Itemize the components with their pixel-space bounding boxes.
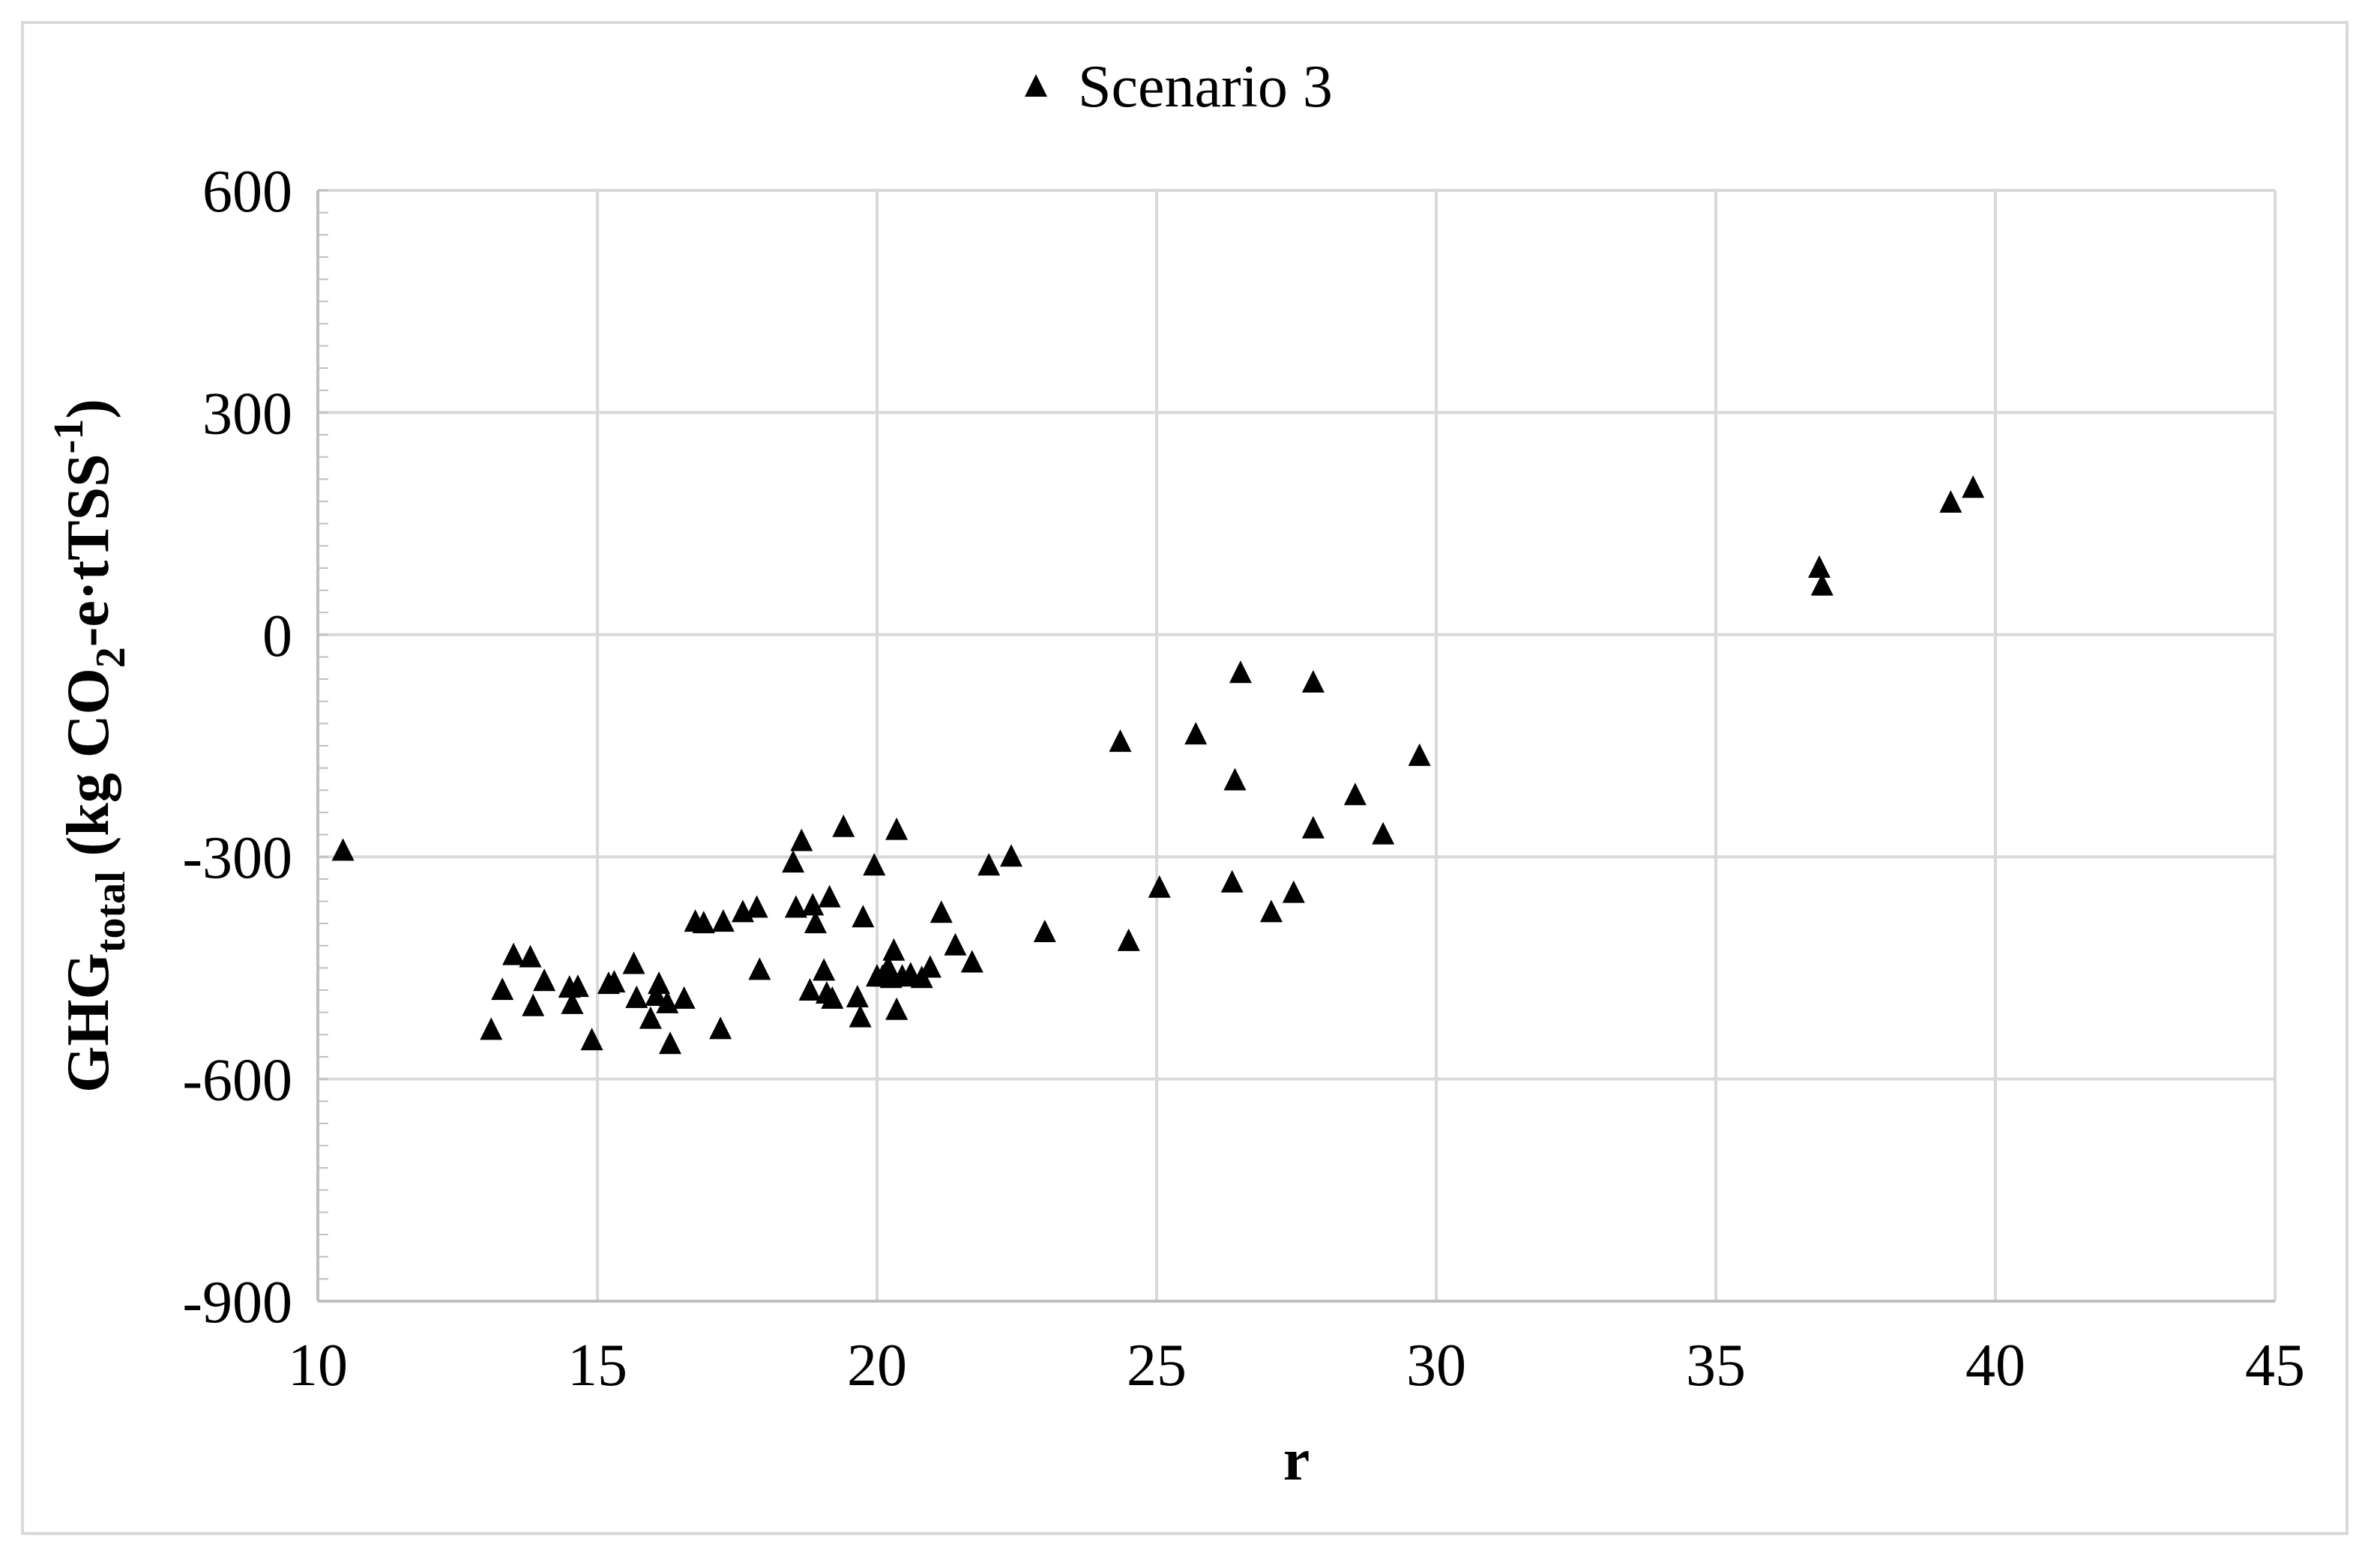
- y-axis-title-subscript: total: [88, 871, 134, 953]
- data-point-triangle: [522, 993, 545, 1016]
- data-point-triangle: [944, 932, 967, 956]
- y-tick-label: -300: [182, 825, 292, 891]
- data-point-triangle: [1301, 670, 1325, 693]
- y-axis-title-unit-suffix: ): [55, 399, 121, 419]
- data-point-triangle: [863, 853, 886, 876]
- x-axis-title: r: [1283, 1427, 1310, 1493]
- data-point-triangle: [502, 942, 525, 965]
- data-point-triangle: [658, 1031, 681, 1055]
- legend-label: Scenario 3: [1078, 54, 1333, 120]
- data-point-triangle: [804, 911, 827, 934]
- y-tick-label: -600: [182, 1048, 292, 1114]
- x-tick-label: 25: [1127, 1333, 1187, 1399]
- data-point-triangle: [849, 1004, 872, 1028]
- data-point-triangle: [1939, 489, 1962, 513]
- data-point-triangle: [1229, 660, 1252, 684]
- data-point-triangle: [603, 970, 626, 993]
- data-point-triangle: [1184, 722, 1208, 745]
- data-point-triangle: [625, 985, 648, 1008]
- data-point-triangle: [1282, 880, 1305, 903]
- data-point-triangle: [1109, 729, 1132, 753]
- data-point-triangle: [846, 984, 869, 1007]
- data-point-triangle: [882, 938, 906, 961]
- x-tick-label: 15: [567, 1333, 627, 1399]
- data-point-triangle: [885, 997, 909, 1020]
- y-tick-label: -900: [182, 1270, 292, 1336]
- data-point-triangle: [1343, 783, 1367, 806]
- grid-layer: [318, 189, 2277, 1301]
- legend-marker-triangle: [1025, 74, 1047, 97]
- data-points: [331, 475, 1985, 1055]
- data-point-triangle: [960, 950, 983, 973]
- x-tick-label: 20: [847, 1333, 907, 1399]
- data-point-triangle: [711, 909, 735, 932]
- data-point-triangle: [672, 986, 696, 1009]
- data-point-triangle: [639, 1006, 662, 1029]
- y-tick-label: 600: [202, 159, 292, 225]
- data-point-triangle: [566, 974, 589, 998]
- data-point-triangle: [709, 1016, 732, 1040]
- data-point-triangle: [491, 977, 514, 1001]
- data-point-triangle: [1223, 768, 1247, 791]
- data-point-triangle: [645, 983, 668, 1006]
- y-tick-label: 0: [262, 603, 292, 669]
- data-point-triangle: [885, 817, 909, 840]
- y-axis-title-unit-superscript: -1: [46, 419, 92, 454]
- data-point-triangle: [692, 911, 715, 934]
- legend: Scenario 3: [1025, 54, 1333, 120]
- y-axis-title-unit-prefix: (kg CO: [55, 668, 121, 871]
- data-point-triangle: [656, 990, 679, 1013]
- data-point-triangle: [519, 944, 542, 968]
- data-point-triangle: [1301, 815, 1325, 839]
- y-tick-label: 300: [202, 381, 292, 447]
- data-point-triangle: [852, 905, 875, 928]
- data-point-triangle: [930, 900, 953, 923]
- data-point-triangle: [648, 971, 671, 995]
- y-axis-title: GHGtotal (kg CO2-e·tTSS-1): [46, 399, 134, 1093]
- data-point-triangle: [798, 978, 822, 1001]
- data-point-triangle: [1810, 573, 1834, 596]
- data-point-triangle: [331, 838, 355, 861]
- data-point-triangle: [561, 991, 584, 1014]
- data-point-triangle: [784, 895, 807, 918]
- data-point-triangle: [813, 958, 836, 981]
- chart-frame: 600 300 0 -300 -600 -900 10 15 20 25 30 35 40 45 Scen…: [21, 21, 2349, 1535]
- data-point-triangle: [748, 957, 771, 980]
- x-tick-label: 45: [2245, 1333, 2305, 1399]
- data-point-triangle: [790, 828, 813, 851]
- data-point-triangle: [782, 850, 805, 873]
- data-point-triangle: [918, 955, 942, 978]
- data-point-triangle: [1808, 555, 1831, 578]
- x-tick-label: 35: [1686, 1333, 1746, 1399]
- data-point-triangle: [1033, 920, 1056, 942]
- data-point-triangle: [832, 814, 855, 837]
- data-point-triangle: [1117, 928, 1140, 951]
- data-point-triangle: [821, 986, 844, 1009]
- data-point-triangle: [1408, 743, 1431, 766]
- x-tick-label: 10: [288, 1333, 348, 1399]
- data-point-triangle: [1962, 475, 1985, 498]
- data-point-triangle: [1220, 869, 1244, 893]
- data-point-triangle: [1372, 821, 1395, 845]
- y-axis-title-unit-subscript: 2: [88, 647, 134, 668]
- data-point-triangle: [1259, 899, 1283, 923]
- data-point-triangle: [1000, 844, 1023, 867]
- data-point-triangle: [818, 884, 841, 908]
- data-point-triangle: [801, 893, 825, 916]
- y-axis-title-main: GHG: [55, 953, 121, 1093]
- data-point-triangle: [622, 951, 645, 974]
- data-point-triangle: [745, 895, 768, 918]
- data-point-triangle: [480, 1017, 503, 1040]
- data-point-triangle: [1148, 875, 1171, 898]
- x-tick-label: 40: [1965, 1333, 2025, 1399]
- x-tick-label: 30: [1406, 1333, 1466, 1399]
- y-axis-title-unit-middle: -e·tTSS: [55, 453, 121, 647]
- data-point-triangle: [533, 968, 556, 992]
- data-point-triangle: [580, 1028, 603, 1051]
- data-point-triangle: [977, 853, 1001, 876]
